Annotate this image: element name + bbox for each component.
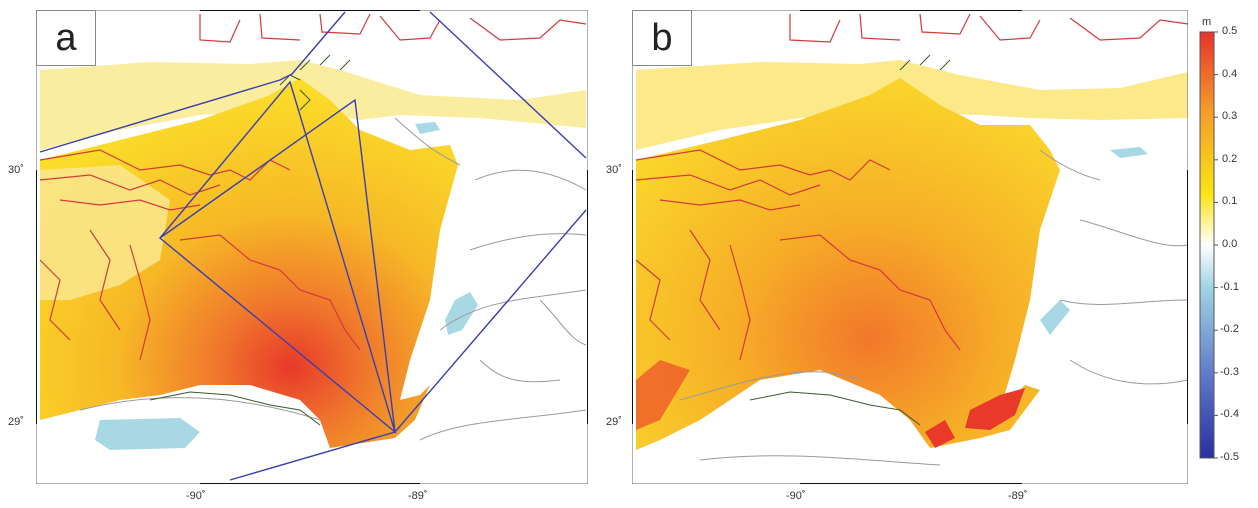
panel-b-ytick-29: 29˚	[606, 416, 622, 428]
panel-a-coastline-network	[39, 13, 587, 361]
colorbar-tick-label: 0.3	[1222, 110, 1238, 123]
panel-b	[632, 10, 1188, 484]
panel-a-xtick-neg90: -90˚	[186, 490, 206, 502]
colorbar	[1199, 31, 1218, 459]
panel-a	[36, 10, 588, 484]
colorbar-tick-label: 0.4	[1222, 67, 1238, 80]
panel-b-coastline-network	[635, 13, 1188, 361]
panel-a-negative-patch-2	[445, 292, 478, 335]
colorbar-tick-marks	[1214, 31, 1218, 459]
colorbar-unit: m	[1202, 16, 1212, 28]
colorbar-tick-label: -0.1	[1220, 280, 1239, 293]
domain-outer	[39, 11, 346, 153]
panel-b-wetland-fringe	[749, 54, 951, 426]
colorbar-tick-label: -0.4	[1220, 408, 1239, 421]
panel-b-hot-spot-3	[636, 360, 690, 430]
panel-b-negative-patch-2	[1040, 300, 1070, 335]
colorbar-tick-label: -0.3	[1220, 365, 1239, 378]
panel-b-bathymetry-contours	[679, 149, 1188, 466]
colorbar-tick-label: -0.2	[1220, 323, 1239, 336]
domain-right	[429, 11, 587, 159]
panel-a-label: a	[36, 10, 96, 66]
domain-fan	[159, 98, 396, 433]
panel-a-surge-field	[40, 78, 458, 448]
colorbar-tick-label: 0.0	[1222, 238, 1238, 250]
panel-a-model-domains	[39, 11, 587, 481]
panel-a-xtick-neg89: -89˚	[408, 490, 428, 502]
panel-b-xtick-neg89: -89˚	[1008, 490, 1028, 502]
panel-b-ytick-30: 30˚	[606, 164, 622, 176]
domain-inner	[159, 80, 397, 435]
colorbar-tick-label: 0.2	[1222, 152, 1238, 165]
panel-a-negative-patch-3	[415, 122, 440, 134]
panel-b-label: b	[632, 10, 692, 66]
panel-a-bathymetry-contours	[79, 117, 587, 441]
colorbar-tick-label: 0.1	[1222, 195, 1238, 208]
panel-b-surge-field	[636, 78, 1060, 450]
panel-b-hot-spot-2	[925, 420, 955, 448]
colorbar-gradient	[1199, 31, 1215, 459]
panel-b-xtick-neg90: -90˚	[786, 490, 806, 502]
panel-a-negative-patch-1	[95, 418, 200, 450]
panel-b-negative-patch-1	[1110, 147, 1148, 158]
panel-a-ytick-29: 29˚	[8, 416, 24, 428]
panel-a-ytick-30: 30˚	[8, 164, 24, 176]
colorbar-tick-label: -0.5	[1220, 451, 1239, 463]
panel-b-hot-spot-1	[965, 388, 1025, 430]
colorbar-tick-label: 0.5	[1222, 25, 1238, 37]
panel-a-marsh-zone	[40, 165, 170, 300]
